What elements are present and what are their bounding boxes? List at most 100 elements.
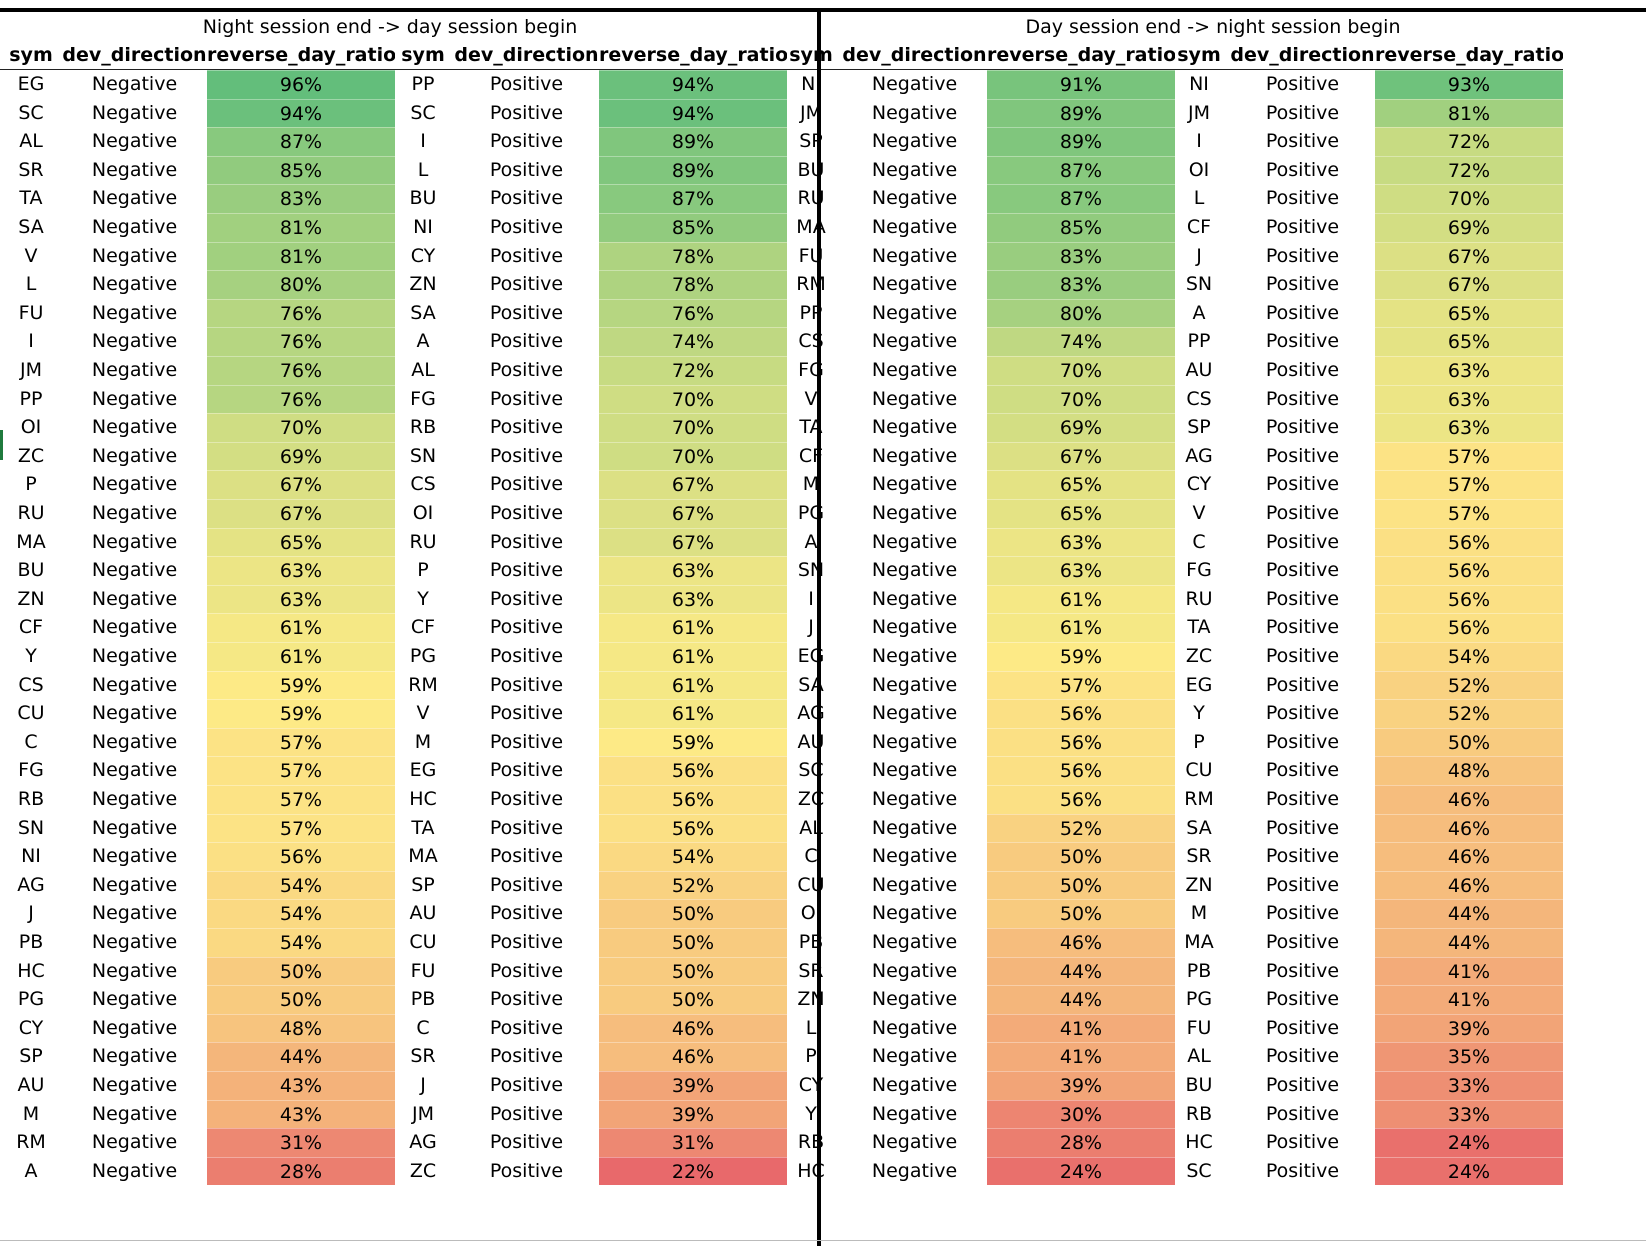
reverse-day-ratio-cell: 28% [207,1156,395,1186]
dev-direction-cell: Negative [91,559,178,582]
reverse-day-ratio-cell: 46% [1375,842,1563,871]
dev-direction-cell: Positive [489,130,564,153]
dev-direction-cell: Negative [871,931,958,953]
reverse-day-ratio-cell: 57% [1375,499,1563,528]
table-row: Y Negative 61% PG Positive 61% EG Negative 59% ZC… [0,642,1646,671]
table-row: SA Negative 81% NI Positive 85% MA Negative 85% C… [0,213,1646,242]
sym-cell: TA [19,187,43,210]
sym-cell: V [416,702,430,725]
reverse-day-ratio-cell: 56% [987,785,1175,814]
reverse-day-ratio-cell: 57% [987,670,1175,700]
reverse-day-ratio-cell: 50% [207,985,395,1014]
dev-direction-cell: Negative [871,902,958,925]
sym-cell: OI [412,502,434,524]
dev-direction-cell: Positive [1265,1074,1340,1096]
reverse-day-ratio-cell: 33% [1375,1071,1563,1100]
dev-direction-cell: Negative [91,444,178,467]
sym-cell: C [24,730,38,753]
reverse-day-ratio-cell: 72% [1375,155,1563,185]
sym-cell: RU [17,502,45,524]
reverse-day-ratio-cell: 57% [1375,441,1563,471]
table-row: SC Negative 94% SC Positive 94% JM Negative 89% J… [0,98,1646,128]
sym-cell: ZC [797,788,825,810]
reverse-day-ratio-cell: 67% [1375,241,1563,271]
dev-direction-cell: Negative [91,502,178,524]
dev-direction-cell: Negative [91,387,178,410]
reverse-day-ratio-cell: 61% [599,670,787,700]
reverse-day-ratio-cell: 50% [599,956,787,986]
table-row: AL Negative 87% I Positive 89% SP Negative 89% I P… [0,127,1646,156]
dev-direction-cell: Positive [1265,845,1340,868]
dev-direction-cell: Positive [1265,673,1340,696]
sym-cell: TA [411,816,435,839]
sym-cell: MA [796,216,826,238]
table-row: L Negative 80% ZN Positive 78% RM Negative 83% SN… [0,270,1646,299]
sym-cell: RB [1185,1102,1213,1125]
sym-cell: RM [1184,788,1214,810]
reverse-day-ratio-cell: 35% [1375,1042,1563,1071]
reverse-day-ratio-cell: 46% [1375,813,1563,843]
reverse-day-ratio-cell: 80% [207,270,395,299]
sym-cell: MA [1184,931,1214,953]
dev-direction-cell: Positive [489,444,564,467]
reverse-day-ratio-cell: 52% [987,813,1175,843]
reverse-day-ratio-cell: 76% [599,298,787,328]
sym-cell: OI [20,416,42,439]
sym-cell: CU [797,873,825,896]
dev-direction-cell: Negative [871,101,958,124]
dev-direction-cell: Negative [91,673,178,696]
table-row: BU Negative 63% P Positive 63% SN Negative 63% FG… [0,556,1646,585]
reverse-day-ratio-cell: 76% [207,327,395,356]
reverse-day-ratio-cell: 72% [599,356,787,385]
reverse-day-ratio-cell: 46% [1375,785,1563,814]
sym-cell: AG [797,702,825,725]
reverse-day-ratio-cell: 44% [207,1042,395,1071]
table-row: J Negative 54% AU Positive 50% OI Negative 50% M P… [0,899,1646,928]
reverse-day-ratio-cell: 56% [987,756,1175,785]
column-header-reverse-day-ratio: reverse_day_ratio [987,40,1175,70]
sym-cell: CY [410,244,436,267]
sym-cell: AU [1185,359,1213,381]
dev-direction-cell: Positive [489,273,564,296]
dev-direction-cell: Negative [91,845,178,868]
dev-direction-cell: Negative [871,730,958,753]
reverse-day-ratio-cell: 39% [599,1099,787,1129]
sym-cell: ZN [409,273,437,296]
sym-cell: Y [417,587,429,610]
column-header-sym: sym [392,40,454,70]
dev-direction-cell: Negative [871,1131,958,1154]
sym-cell: V [804,387,818,410]
dev-direction-cell: Positive [489,330,564,353]
sym-cell: FU [410,959,436,982]
sym-cell: PP [799,301,823,324]
sym-cell: SA [410,301,436,324]
dev-direction-cell: Negative [91,1159,178,1182]
reverse-day-ratio-cell: 56% [987,699,1175,728]
sym-cell: EG [17,73,45,95]
dev-direction-cell: Negative [91,73,178,95]
sym-cell: OI [1188,158,1210,181]
dev-direction-cell: Positive [489,244,564,267]
reverse-day-ratio-cell: 59% [207,670,395,700]
sym-cell: ZC [1185,645,1213,667]
dev-direction-cell: Negative [871,416,958,439]
reverse-day-ratio-cell: 31% [599,1128,787,1157]
dev-direction-cell: Negative [871,330,958,353]
reverse-day-ratio-cell: 83% [207,184,395,213]
table-row: FG Negative 57% EG Positive 56% SC Negative 56% C… [0,756,1646,785]
dev-direction-cell: Positive [1265,330,1340,353]
dev-direction-cell: Negative [91,788,178,810]
dev-direction-cell: Positive [489,1131,564,1154]
sym-cell: A [804,530,818,553]
reverse-day-ratio-cell: 69% [1375,213,1563,242]
reverse-day-ratio-cell: 54% [207,928,395,957]
table-row: CY Negative 48% C Positive 46% L Negative 41% FU P… [0,1013,1646,1043]
sym-cell: PG [17,988,45,1011]
reverse-day-ratio-cell: 63% [1375,356,1563,385]
dev-direction-cell: Negative [871,530,958,553]
dev-direction-cell: Positive [489,1045,564,1068]
sym-cell: HC [797,1159,825,1182]
dev-direction-cell: Negative [91,473,178,496]
reverse-day-ratio-cell: 24% [987,1156,1175,1186]
